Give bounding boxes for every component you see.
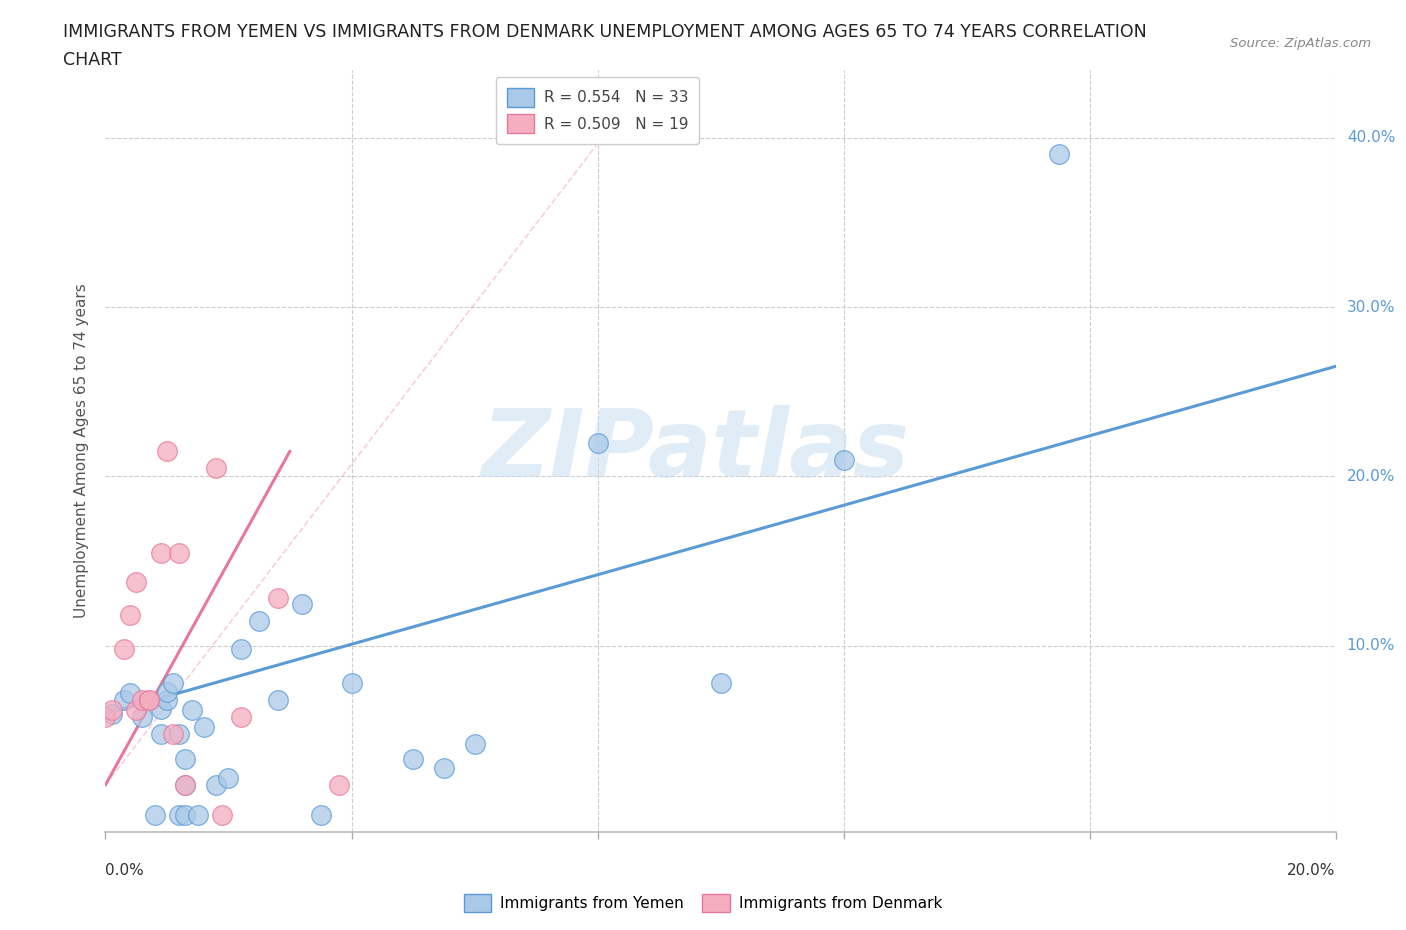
Point	[193, 720, 215, 735]
Point	[205, 777, 228, 792]
Y-axis label: Unemployment Among Ages 65 to 74 years: Unemployment Among Ages 65 to 74 years	[75, 284, 90, 618]
Point	[138, 693, 160, 708]
Point	[125, 703, 148, 718]
Point	[169, 726, 191, 741]
Point	[120, 686, 141, 701]
Point	[149, 726, 172, 741]
Point	[156, 693, 179, 708]
Text: 10.0%: 10.0%	[1347, 638, 1395, 654]
Point	[187, 808, 209, 823]
Point	[174, 777, 197, 792]
Text: 20.0%: 20.0%	[1347, 469, 1395, 484]
Point	[100, 703, 122, 718]
Point	[586, 435, 609, 450]
Point	[328, 777, 350, 792]
Text: ZIPatlas: ZIPatlas	[482, 405, 910, 497]
Text: Source: ZipAtlas.com: Source: ZipAtlas.com	[1230, 37, 1371, 50]
Point	[174, 752, 197, 767]
Legend: Immigrants from Yemen, Immigrants from Denmark: Immigrants from Yemen, Immigrants from D…	[457, 888, 949, 918]
Text: 40.0%: 40.0%	[1347, 130, 1395, 145]
Text: 0.0%: 0.0%	[105, 863, 145, 878]
Point	[229, 710, 252, 724]
Point	[125, 574, 148, 589]
Point	[1047, 147, 1070, 162]
Point	[162, 676, 184, 691]
Point	[131, 693, 153, 708]
Legend: R = 0.554   N = 33, R = 0.509   N = 19: R = 0.554 N = 33, R = 0.509 N = 19	[496, 77, 699, 144]
Point	[138, 693, 160, 708]
Point	[433, 761, 456, 776]
Point	[309, 808, 332, 823]
Point	[180, 703, 202, 718]
Point	[94, 710, 117, 724]
Text: CHART: CHART	[63, 51, 122, 69]
Point	[131, 710, 153, 724]
Point	[218, 771, 240, 786]
Point	[112, 642, 135, 657]
Point	[710, 676, 733, 691]
Point	[169, 545, 191, 560]
Point	[340, 676, 363, 691]
Point	[169, 808, 191, 823]
Point	[174, 808, 197, 823]
Point	[149, 545, 172, 560]
Point	[211, 808, 233, 823]
Point	[174, 777, 197, 792]
Point	[149, 701, 172, 716]
Point	[162, 726, 184, 741]
Point	[464, 737, 486, 751]
Point	[205, 460, 228, 475]
Point	[143, 808, 166, 823]
Point	[112, 693, 135, 708]
Text: IMMIGRANTS FROM YEMEN VS IMMIGRANTS FROM DENMARK UNEMPLOYMENT AMONG AGES 65 TO 7: IMMIGRANTS FROM YEMEN VS IMMIGRANTS FROM…	[63, 23, 1147, 41]
Point	[229, 642, 252, 657]
Point	[832, 452, 855, 467]
Point	[267, 591, 290, 606]
Text: 20.0%: 20.0%	[1288, 863, 1336, 878]
Point	[156, 684, 179, 699]
Point	[402, 752, 425, 767]
Point	[247, 613, 270, 628]
Point	[100, 706, 122, 721]
Point	[267, 693, 290, 708]
Text: 30.0%: 30.0%	[1347, 299, 1395, 314]
Point	[291, 596, 314, 611]
Point	[120, 608, 141, 623]
Point	[156, 444, 179, 458]
